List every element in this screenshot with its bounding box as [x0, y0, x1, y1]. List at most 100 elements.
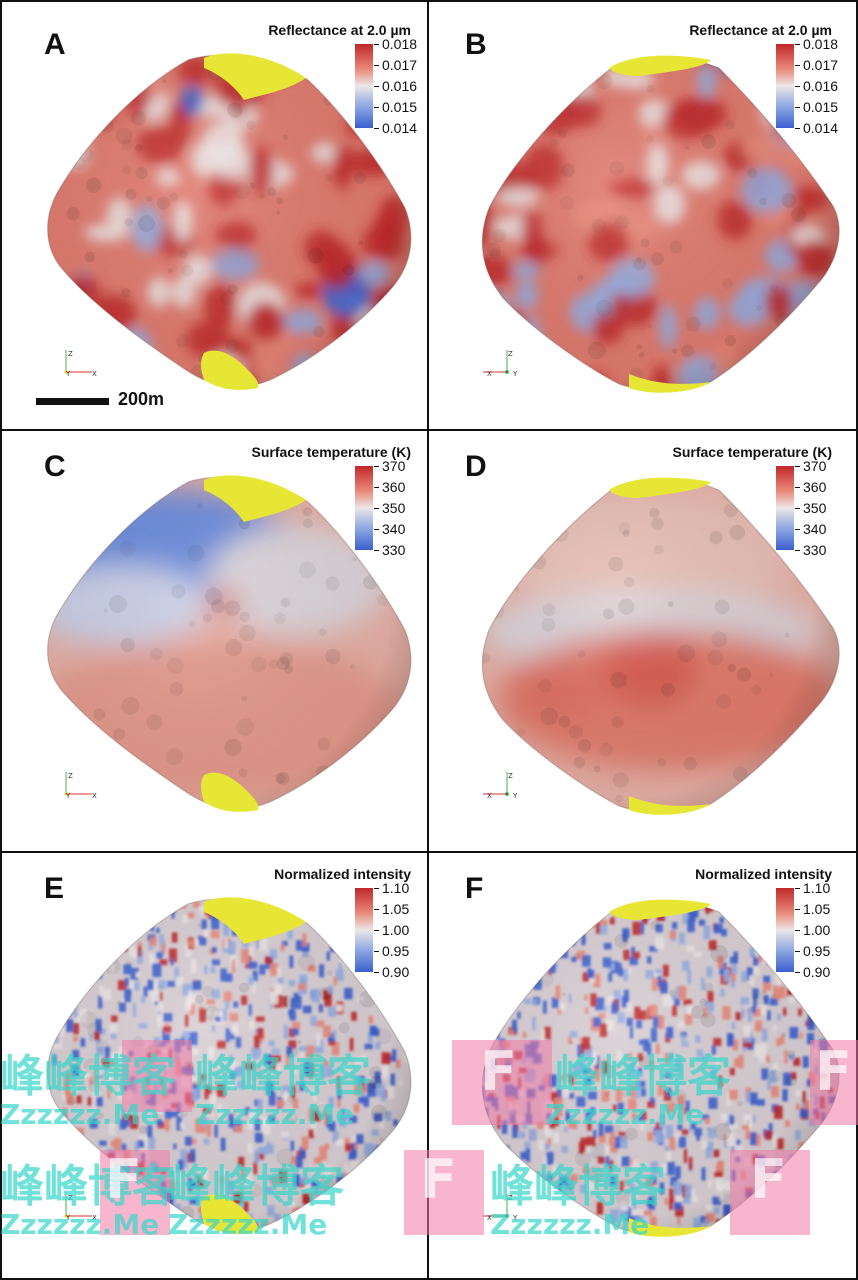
- axis-label-y: Y: [66, 370, 71, 378]
- panel-letter: E: [44, 872, 65, 905]
- panel-border: [0, 0, 858, 2]
- scale-bar: [36, 398, 109, 405]
- colorbar-tick: [374, 550, 379, 551]
- colorbar-tick: [795, 951, 800, 952]
- colorbar-tick: [374, 972, 379, 973]
- axis-label-x: X: [92, 792, 97, 800]
- colorbar-tick: [374, 508, 379, 509]
- axes-triad-icon: [64, 1194, 92, 1218]
- axis-label-y: Y: [513, 792, 518, 800]
- colorbar-tick: [374, 86, 379, 87]
- panel-letter: A: [44, 28, 66, 61]
- axes-triad-icon: [483, 772, 509, 796]
- axis-label-x: X: [487, 1214, 492, 1222]
- colorbar-tick: [374, 909, 379, 910]
- panel-border: [0, 851, 858, 853]
- colorbar-tick-label: 0.016: [803, 78, 839, 94]
- colorbar-tick: [374, 529, 379, 530]
- colorbar-tick-label: 350: [803, 500, 827, 516]
- colorbar-title: Reflectance at 2.0 µm: [268, 22, 411, 38]
- panel-letter: C: [44, 450, 66, 483]
- panel-border: [856, 0, 858, 1280]
- colorbar-tick-label: 340: [803, 521, 827, 537]
- colorbar-tick-label: 0.018: [382, 36, 418, 52]
- colorbar-tick-label: 0.95: [803, 943, 831, 959]
- colorbar-tick: [374, 951, 379, 952]
- colorbar-tick-label: 0.017: [382, 57, 418, 73]
- axes-triad-icon: [483, 350, 509, 374]
- colorbar-tick-label: 1.00: [382, 922, 410, 938]
- colorbar-tick-label: 1.10: [803, 880, 831, 896]
- axis-label-z: Z: [68, 350, 73, 358]
- colorbar-tick-label: 0.90: [382, 964, 410, 980]
- panel-border: [0, 1278, 858, 1280]
- axes-triad-icon: [483, 1194, 509, 1218]
- colorbar-tick: [795, 487, 800, 488]
- colorbar-tick-label: 0.015: [382, 99, 418, 115]
- colorbar-tick-label: 0.014: [382, 120, 418, 136]
- asteroid-render: [47, 475, 412, 812]
- colorbar-tick-label: 0.95: [382, 943, 410, 959]
- colorbar-title: Surface temperature (K): [672, 444, 833, 460]
- colorbar-tick: [374, 107, 379, 108]
- colorbar: [776, 44, 794, 128]
- colorbar-tick-label: 0.017: [803, 57, 839, 73]
- colorbar-tick-label: 370: [803, 458, 827, 474]
- colorbar-tick-label: 0.90: [803, 964, 831, 980]
- colorbar-tick: [795, 44, 800, 45]
- asteroid-render: [481, 477, 840, 815]
- panel-c: C Surface temperature (K) 370 360 350 340 330 Z…: [8, 430, 429, 851]
- panel-letter: F: [465, 872, 484, 905]
- panel-border: [0, 0, 2, 1280]
- panel-e: E Normalized intensity 1.10 1.05 1.00 0.95 0.9…: [8, 852, 429, 1273]
- colorbar: [776, 466, 794, 550]
- axis-label-y: Y: [66, 1214, 71, 1222]
- colorbar-tick: [795, 65, 800, 66]
- colorbar: [776, 888, 794, 972]
- panel-a: A Reflectance at 2.0 µm 0.018 0.017 0.016 0.0…: [8, 8, 429, 429]
- axes-triad-icon: [64, 772, 92, 796]
- axis-label-x: X: [487, 792, 492, 800]
- colorbar-tick: [795, 466, 800, 467]
- panel-letter: D: [465, 450, 487, 483]
- colorbar: [355, 44, 373, 128]
- colorbar-tick-label: 1.05: [803, 901, 831, 917]
- colorbar-tick: [795, 529, 800, 530]
- axis-label-x: X: [92, 1214, 97, 1222]
- axis-label-z: Z: [508, 1194, 513, 1202]
- colorbar-tick: [795, 128, 800, 129]
- colorbar-tick-label: 330: [382, 542, 406, 558]
- colorbar: [355, 888, 373, 972]
- panel-letter: B: [465, 28, 487, 61]
- colorbar-tick: [374, 888, 379, 889]
- colorbar-tick-label: 340: [382, 521, 406, 537]
- axis-label-y: Y: [513, 370, 518, 378]
- colorbar-tick: [795, 107, 800, 108]
- colorbar-tick-label: 330: [803, 542, 827, 558]
- colorbar-tick-label: 360: [803, 479, 827, 495]
- colorbar-tick: [795, 550, 800, 551]
- colorbar-title: Reflectance at 2.0 µm: [689, 22, 832, 38]
- colorbar-tick: [795, 888, 800, 889]
- colorbar: [355, 466, 373, 550]
- colorbar-title: Normalized intensity: [695, 866, 832, 882]
- axis-label-x: X: [92, 370, 97, 378]
- axis-label-z: Z: [68, 772, 73, 780]
- colorbar-tick: [374, 487, 379, 488]
- panel-border: [427, 0, 429, 1280]
- colorbar-tick-label: 1.00: [803, 922, 831, 938]
- axis-label-z: Z: [508, 350, 513, 358]
- colorbar-tick: [374, 44, 379, 45]
- colorbar-tick-label: 1.10: [382, 880, 410, 896]
- colorbar-tick-label: 0.014: [803, 120, 839, 136]
- colorbar-tick-label: 0.016: [382, 78, 418, 94]
- panel-border: [0, 429, 858, 431]
- colorbar-tick-label: 350: [382, 500, 406, 516]
- colorbar-tick: [795, 972, 800, 973]
- colorbar-tick: [795, 930, 800, 931]
- asteroid-render: [47, 53, 412, 390]
- axis-label-y: Y: [66, 792, 71, 800]
- colorbar-tick-label: 1.05: [382, 901, 410, 917]
- colorbar-tick: [795, 508, 800, 509]
